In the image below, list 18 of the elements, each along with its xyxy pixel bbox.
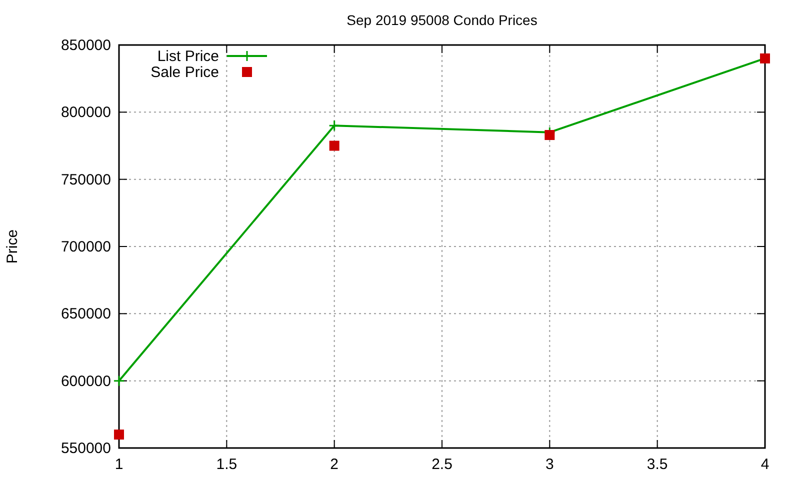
y-tick-label: 550000 [60, 440, 111, 457]
x-tick-label: 3.5 [646, 456, 668, 473]
x-tick-label: 4 [760, 456, 770, 473]
y-tick-label: 850000 [60, 37, 111, 54]
y-tick-label: 650000 [60, 306, 111, 323]
text: List Price [157, 48, 219, 65]
chart-title: Sep 2019 95008 Condo Prices [346, 12, 538, 28]
y-tick-label: 700000 [60, 238, 111, 256]
x-tick-label: 1 [114, 456, 124, 473]
y-axis-title: Price [4, 229, 21, 264]
x-tick-label: 2 [330, 456, 339, 473]
x-tick-label: 1.5 [216, 456, 238, 473]
y-tick-label: 600000 [60, 372, 111, 390]
x-tick-label: 2.5 [432, 456, 452, 473]
y-tick-label: 750000 [60, 171, 111, 188]
x-tick-label: 3 [545, 456, 554, 473]
legend-label: Sale Price [150, 64, 219, 81]
y-tick-label: 800000 [60, 104, 111, 122]
